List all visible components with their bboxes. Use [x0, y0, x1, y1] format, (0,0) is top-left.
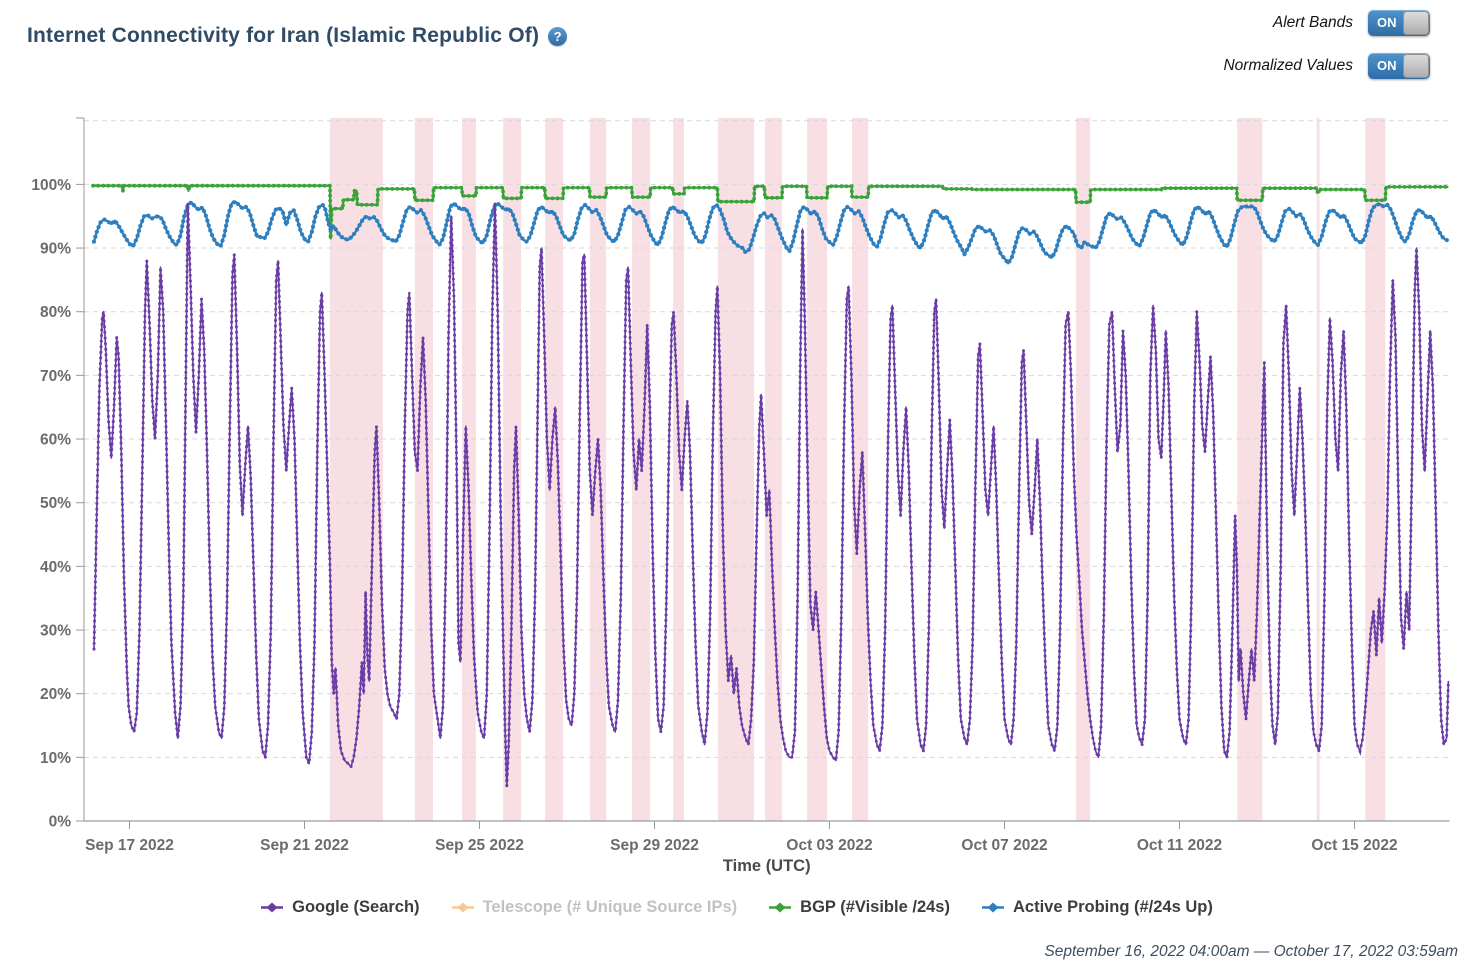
legend-marker-icon — [769, 902, 792, 913]
legend-label: Active Probing (#/24s Up) — [1012, 898, 1213, 916]
toggle-panel: Alert Bands ON Normalized Values ON — [1223, 10, 1430, 79]
alert-band — [1237, 118, 1263, 821]
x-tick-label: Oct 07 2022 — [961, 837, 1047, 854]
alert-band — [1316, 118, 1320, 821]
y-tick-label: 50% — [40, 495, 71, 512]
alert-band — [717, 118, 755, 821]
legend-label: Telescope (# Unique Source IPs) — [482, 898, 738, 916]
legend-item-3[interactable]: Active Probing (#/24s Up) — [980, 898, 1213, 917]
normalized-values-toggle-state: ON — [1377, 58, 1397, 73]
series-markers — [91, 199, 1451, 268]
alert-band — [807, 118, 828, 821]
y-tick-label: 70% — [40, 368, 71, 385]
page-title: Internet Connectivity for Iran (Islamic … — [27, 24, 568, 48]
x-tick-label: Sep 21 2022 — [260, 837, 349, 854]
normalized-values-toggle-knob[interactable] — [1403, 54, 1429, 78]
legend-label: BGP (#Visible /24s) — [800, 898, 950, 916]
normalized-values-toggle[interactable]: ON — [1368, 53, 1430, 79]
legend-item-2[interactable]: BGP (#Visible /24s) — [767, 898, 950, 917]
legend-item-0[interactable]: Google (Search) — [259, 898, 420, 917]
legend-item-1[interactable]: Telescope (# Unique Source IPs) — [450, 898, 738, 917]
alert-band — [462, 118, 476, 821]
alert-bands-toggle-knob[interactable] — [1403, 11, 1429, 35]
legend-marker-icon — [261, 902, 284, 913]
alert-band — [503, 118, 522, 821]
alert-band — [414, 118, 434, 821]
alert-band — [673, 118, 685, 821]
legend-label: Google (Search) — [292, 898, 420, 916]
y-tick-label: 40% — [40, 559, 71, 576]
alert-band — [1076, 118, 1091, 821]
y-tick-label: 90% — [40, 241, 71, 258]
x-axis-title: Time (UTC) — [723, 857, 811, 875]
y-tick-label: 80% — [40, 304, 71, 321]
y-tick-label: 0% — [49, 814, 72, 831]
alert-band — [589, 118, 607, 821]
alert-bands-toggle-state: ON — [1377, 15, 1397, 30]
y-tick-label: 30% — [40, 623, 71, 640]
x-tick-label: Oct 03 2022 — [786, 837, 872, 854]
x-tick-label: Sep 29 2022 — [610, 837, 699, 854]
series-markers — [91, 183, 1451, 239]
series-markers — [92, 203, 1450, 787]
x-tick-label: Sep 25 2022 — [435, 837, 524, 854]
y-tick-label: 100% — [31, 177, 71, 194]
y-tick-label: 60% — [40, 432, 71, 449]
x-tick-label: Oct 11 2022 — [1137, 837, 1222, 854]
y-tick-label: 20% — [40, 686, 71, 703]
alert-band — [764, 118, 782, 821]
legend-marker-icon — [981, 902, 1004, 913]
legend-marker-icon — [451, 902, 474, 913]
x-tick-label: Oct 15 2022 — [1311, 837, 1397, 854]
normalized-values-row: Normalized Values ON — [1223, 53, 1430, 79]
alert-band — [545, 118, 563, 821]
date-range-label: September 16, 2022 04:00am — October 17,… — [1044, 943, 1458, 960]
chart-legend: Google (Search) Telescope (# Unique Sourc… — [0, 898, 1472, 917]
alert-bands-toggle[interactable]: ON — [1368, 10, 1430, 36]
x-tick-label: Sep 17 2022 — [85, 837, 174, 854]
normalized-values-label: Normalized Values — [1223, 57, 1353, 74]
alert-bands-label: Alert Bands — [1272, 14, 1353, 31]
y-tick-label: 10% — [40, 750, 71, 767]
page-title-text: Internet Connectivity for Iran (Islamic … — [27, 24, 540, 47]
help-icon[interactable]: ? — [548, 26, 568, 46]
alert-bands-row: Alert Bands ON — [1273, 10, 1430, 36]
